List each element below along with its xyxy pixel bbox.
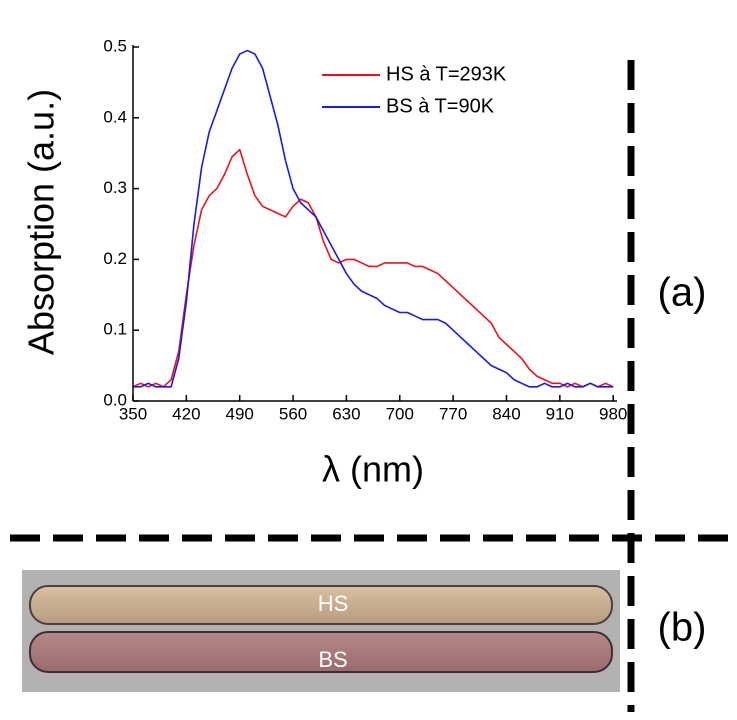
legend-label: BS à T=90K: [386, 95, 495, 117]
x-tick-label: 700: [386, 404, 414, 423]
panel-label: (a): [658, 271, 707, 315]
data-line: [133, 49, 614, 388]
y-tick-label: 0.0: [103, 390, 127, 409]
x-tick-label: 840: [492, 404, 520, 423]
x-axis-title: λ (nm): [322, 449, 424, 490]
dividers: [10, 60, 737, 712]
crystal-hs: [29, 585, 613, 625]
crystal-bs: [29, 631, 613, 673]
y-tick-label: 0.1: [103, 320, 127, 339]
x-tick-label: 490: [226, 404, 254, 423]
data-line: [132, 148, 614, 388]
y-axis-title: Absorption (a.u.): [21, 89, 62, 355]
y-tick-label: 0.4: [103, 107, 127, 126]
crystal-label: HS: [318, 591, 349, 616]
legend-label: HS à T=293K: [386, 63, 507, 85]
y-tick-label: 0.5: [103, 36, 127, 55]
x-tick-label: 770: [439, 404, 467, 423]
x-tick-label: 630: [332, 404, 360, 423]
x-tick-label: 560: [279, 404, 307, 423]
crystal-label: BS: [318, 647, 347, 672]
x-tick-label: 350: [119, 404, 147, 423]
x-tick-label: 980: [599, 404, 627, 423]
y-tick-label: 0.3: [103, 178, 127, 197]
x-tick-label: 910: [546, 404, 574, 423]
panel-label: (b): [658, 606, 707, 650]
crystal-photo: HS BS: [22, 570, 620, 692]
x-tick-label: 420: [172, 404, 200, 423]
y-tick-label: 0.2: [103, 249, 127, 268]
